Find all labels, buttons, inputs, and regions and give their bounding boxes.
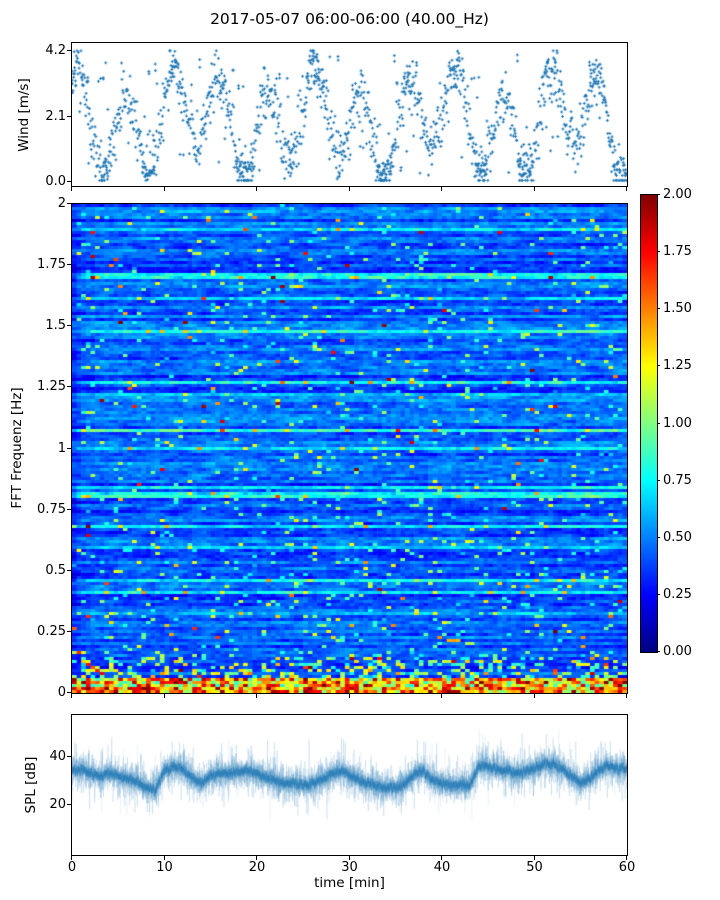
colorbar-tick-label: 1.75 [663, 244, 692, 260]
x-tick-mark [534, 694, 535, 698]
y-tick-label: 40 [49, 748, 66, 764]
colorbar-tick-label: 0.75 [663, 472, 692, 488]
x-tick-mark [256, 187, 257, 191]
x-tick-mark [256, 694, 257, 698]
y-tick-mark [67, 264, 71, 265]
y-tick-label: 4.2 [45, 43, 66, 59]
x-tick-mark [256, 856, 257, 860]
colorbar [640, 194, 658, 653]
y-tick-mark [67, 325, 71, 326]
x-tick-mark [626, 187, 627, 191]
x-tick-mark [71, 187, 72, 191]
x-tick-label: 50 [526, 860, 543, 875]
colorbar-tick-label: 1.25 [663, 358, 692, 374]
x-tick-mark [441, 856, 442, 860]
spl-plot-panel [71, 714, 628, 856]
y-tick-mark [67, 570, 71, 571]
colorbar-tick-label: 1.00 [663, 415, 692, 431]
y-tick-label: 2 [57, 196, 66, 211]
y-tick-label: 0.5 [45, 562, 66, 578]
y-tick-label: 0.0 [45, 173, 66, 189]
x-tick-label: 20 [248, 860, 266, 875]
x-tick-mark [71, 694, 72, 698]
colorbar-tick-mark [657, 423, 660, 424]
wind-scatter-canvas [72, 43, 627, 186]
x-tick-label: 0 [67, 860, 77, 875]
y-tick-mark [67, 50, 71, 51]
y-tick-label: 1.25 [37, 379, 66, 395]
colorbar-tick-mark [657, 365, 660, 366]
colorbar-tick-label: 0.50 [663, 529, 692, 545]
x-tick-mark [534, 187, 535, 191]
x-tick-mark [441, 187, 442, 191]
figure-title: 2017-05-07 06:00-06:00 (40.00_Hz) [210, 10, 489, 28]
wind-plot-panel [71, 42, 628, 187]
y-tick-mark [67, 631, 71, 632]
x-tick-label: 60 [618, 860, 636, 875]
colorbar-tick-mark [657, 594, 660, 595]
x-tick-mark [164, 187, 165, 191]
x-tick-label: 10 [156, 860, 173, 875]
x-tick-mark [534, 856, 535, 860]
colorbar-tick-label: 2.00 [663, 187, 692, 202]
colorbar-tick-label: 0.25 [663, 586, 692, 602]
y-tick-mark [67, 692, 71, 693]
y-tick-label: 1.5 [45, 318, 66, 334]
y-tick-label: 2.1 [45, 108, 66, 124]
colorbar-tick-mark [657, 537, 660, 538]
x-tick-mark [164, 856, 165, 860]
y-tick-mark [67, 203, 71, 204]
x-tick-mark [626, 856, 627, 860]
spectrogram-panel [71, 203, 628, 694]
x-tick-mark [349, 694, 350, 698]
x-tick-mark [441, 694, 442, 698]
y-tick-label: 1.75 [37, 257, 66, 273]
x-tick-label: 40 [433, 860, 451, 875]
spectrogram-canvas [72, 204, 627, 693]
y-tick-mark [67, 804, 71, 805]
y-tick-label: 1 [57, 440, 66, 456]
colorbar-tick-mark [657, 651, 660, 652]
y-tick-label: 0 [57, 685, 66, 700]
y-tick-mark [67, 116, 71, 117]
spl-line-canvas [72, 715, 627, 855]
x-tick-mark [71, 856, 72, 860]
y-tick-label: 0.25 [37, 623, 66, 639]
y-tick-mark [67, 509, 71, 510]
x-tick-mark [626, 694, 627, 698]
x-tick-mark [349, 187, 350, 191]
x-axis-label: time [min] [314, 875, 385, 891]
colorbar-tick-label: 1.50 [663, 301, 692, 317]
y-tick-mark [67, 386, 71, 387]
y-tick-mark [67, 448, 71, 449]
colorbar-tick-mark [657, 194, 660, 195]
colorbar-tick-mark [657, 480, 660, 481]
y-tick-label: 0.75 [37, 501, 66, 517]
colorbar-tick-label: 0.00 [663, 644, 692, 659]
spl-ylabel: SPL [dB] [23, 756, 39, 814]
colorbar-tick-mark [657, 308, 660, 309]
y-tick-mark [67, 756, 71, 757]
y-tick-label: 20 [49, 796, 66, 812]
x-tick-label: 30 [341, 860, 358, 875]
x-tick-mark [164, 694, 165, 698]
colorbar-tick-mark [657, 251, 660, 252]
x-tick-mark [349, 856, 350, 860]
y-tick-mark [67, 181, 71, 182]
